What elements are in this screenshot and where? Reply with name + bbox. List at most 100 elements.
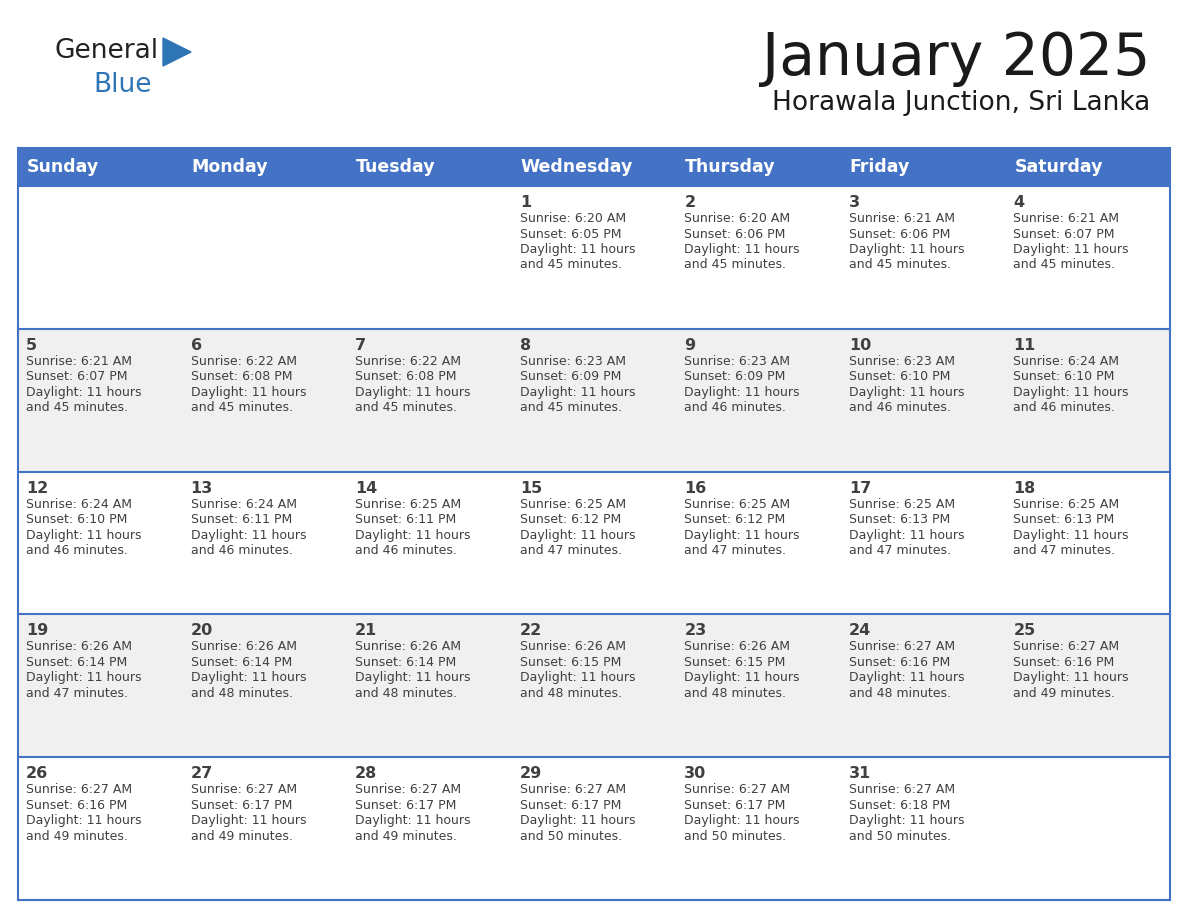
Text: Daylight: 11 hours: Daylight: 11 hours	[849, 814, 965, 827]
Text: Blue: Blue	[93, 72, 152, 98]
Text: 17: 17	[849, 481, 871, 496]
Text: Sunrise: 6:24 AM: Sunrise: 6:24 AM	[1013, 354, 1119, 368]
Text: Daylight: 11 hours: Daylight: 11 hours	[684, 814, 800, 827]
Text: Daylight: 11 hours: Daylight: 11 hours	[26, 671, 141, 685]
Text: 11: 11	[1013, 338, 1036, 353]
Text: Daylight: 11 hours: Daylight: 11 hours	[190, 386, 307, 398]
Text: Daylight: 11 hours: Daylight: 11 hours	[519, 671, 636, 685]
Text: and 46 minutes.: and 46 minutes.	[1013, 401, 1116, 414]
Text: and 46 minutes.: and 46 minutes.	[190, 544, 292, 557]
Text: 22: 22	[519, 623, 542, 638]
Text: 28: 28	[355, 767, 378, 781]
Text: Sunday: Sunday	[27, 158, 100, 176]
Text: Daylight: 11 hours: Daylight: 11 hours	[26, 529, 141, 542]
Text: 4: 4	[1013, 195, 1024, 210]
Text: and 47 minutes.: and 47 minutes.	[684, 544, 786, 557]
Text: 27: 27	[190, 767, 213, 781]
Text: Daylight: 11 hours: Daylight: 11 hours	[190, 529, 307, 542]
Text: Sunset: 6:07 PM: Sunset: 6:07 PM	[1013, 228, 1114, 241]
Text: Sunrise: 6:26 AM: Sunrise: 6:26 AM	[26, 641, 132, 654]
Text: 9: 9	[684, 338, 695, 353]
Text: and 46 minutes.: and 46 minutes.	[684, 401, 786, 414]
Text: and 45 minutes.: and 45 minutes.	[190, 401, 292, 414]
Text: Daylight: 11 hours: Daylight: 11 hours	[26, 814, 141, 827]
Text: 20: 20	[190, 623, 213, 638]
Text: Sunrise: 6:24 AM: Sunrise: 6:24 AM	[26, 498, 132, 510]
Text: Daylight: 11 hours: Daylight: 11 hours	[684, 243, 800, 256]
Text: 25: 25	[1013, 623, 1036, 638]
Text: Sunset: 6:06 PM: Sunset: 6:06 PM	[684, 228, 785, 241]
Text: 23: 23	[684, 623, 707, 638]
Text: Sunset: 6:17 PM: Sunset: 6:17 PM	[684, 799, 785, 812]
Text: Daylight: 11 hours: Daylight: 11 hours	[849, 243, 965, 256]
Text: Sunset: 6:06 PM: Sunset: 6:06 PM	[849, 228, 950, 241]
Text: and 45 minutes.: and 45 minutes.	[519, 259, 621, 272]
Text: Tuesday: Tuesday	[356, 158, 436, 176]
Text: Sunrise: 6:27 AM: Sunrise: 6:27 AM	[519, 783, 626, 796]
Text: and 50 minutes.: and 50 minutes.	[519, 830, 621, 843]
Text: and 45 minutes.: and 45 minutes.	[26, 401, 128, 414]
Text: 19: 19	[26, 623, 49, 638]
Text: 12: 12	[26, 481, 49, 496]
Text: Sunset: 6:08 PM: Sunset: 6:08 PM	[355, 370, 456, 384]
Text: and 49 minutes.: and 49 minutes.	[1013, 687, 1116, 700]
Text: and 45 minutes.: and 45 minutes.	[1013, 259, 1116, 272]
Bar	[18, 472, 1170, 614]
Text: Sunset: 6:09 PM: Sunset: 6:09 PM	[684, 370, 785, 384]
Text: 24: 24	[849, 623, 871, 638]
Text: Daylight: 11 hours: Daylight: 11 hours	[190, 814, 307, 827]
Text: Sunset: 6:14 PM: Sunset: 6:14 PM	[355, 655, 456, 669]
Text: and 48 minutes.: and 48 minutes.	[849, 687, 950, 700]
Text: Sunrise: 6:23 AM: Sunrise: 6:23 AM	[519, 354, 626, 368]
Text: 29: 29	[519, 767, 542, 781]
Text: and 48 minutes.: and 48 minutes.	[519, 687, 621, 700]
Bar	[183, 148, 347, 186]
Text: Daylight: 11 hours: Daylight: 11 hours	[519, 386, 636, 398]
Text: and 50 minutes.: and 50 minutes.	[684, 830, 786, 843]
Bar	[18, 186, 1170, 329]
Text: Sunset: 6:12 PM: Sunset: 6:12 PM	[519, 513, 621, 526]
Text: Sunrise: 6:27 AM: Sunrise: 6:27 AM	[849, 783, 955, 796]
Text: 7: 7	[355, 338, 366, 353]
Text: Daylight: 11 hours: Daylight: 11 hours	[1013, 243, 1129, 256]
Text: Sunrise: 6:20 AM: Sunrise: 6:20 AM	[519, 212, 626, 225]
Text: Sunrise: 6:27 AM: Sunrise: 6:27 AM	[26, 783, 132, 796]
Text: Sunrise: 6:27 AM: Sunrise: 6:27 AM	[190, 783, 297, 796]
Text: Friday: Friday	[849, 158, 910, 176]
Text: Daylight: 11 hours: Daylight: 11 hours	[519, 814, 636, 827]
Text: Sunrise: 6:26 AM: Sunrise: 6:26 AM	[684, 641, 790, 654]
Text: and 49 minutes.: and 49 minutes.	[190, 830, 292, 843]
Text: Saturday: Saturday	[1015, 158, 1102, 176]
Text: Sunrise: 6:26 AM: Sunrise: 6:26 AM	[355, 641, 461, 654]
Text: Sunrise: 6:27 AM: Sunrise: 6:27 AM	[1013, 641, 1119, 654]
Text: Sunset: 6:17 PM: Sunset: 6:17 PM	[355, 799, 456, 812]
Text: 18: 18	[1013, 481, 1036, 496]
Text: Sunrise: 6:27 AM: Sunrise: 6:27 AM	[684, 783, 790, 796]
Text: Sunrise: 6:21 AM: Sunrise: 6:21 AM	[1013, 212, 1119, 225]
Text: Sunrise: 6:21 AM: Sunrise: 6:21 AM	[849, 212, 955, 225]
Text: 26: 26	[26, 767, 49, 781]
Text: Sunset: 6:13 PM: Sunset: 6:13 PM	[1013, 513, 1114, 526]
Text: 15: 15	[519, 481, 542, 496]
Bar	[347, 148, 512, 186]
Text: and 47 minutes.: and 47 minutes.	[849, 544, 950, 557]
Text: and 46 minutes.: and 46 minutes.	[355, 544, 457, 557]
Text: Horawala Junction, Sri Lanka: Horawala Junction, Sri Lanka	[772, 90, 1150, 116]
Text: Daylight: 11 hours: Daylight: 11 hours	[519, 243, 636, 256]
Text: Wednesday: Wednesday	[520, 158, 633, 176]
Text: Daylight: 11 hours: Daylight: 11 hours	[684, 529, 800, 542]
Text: Daylight: 11 hours: Daylight: 11 hours	[849, 671, 965, 685]
Text: 10: 10	[849, 338, 871, 353]
Text: Daylight: 11 hours: Daylight: 11 hours	[355, 671, 470, 685]
Bar	[18, 148, 1170, 900]
Text: and 48 minutes.: and 48 minutes.	[355, 687, 457, 700]
Text: Sunrise: 6:20 AM: Sunrise: 6:20 AM	[684, 212, 790, 225]
Text: and 45 minutes.: and 45 minutes.	[849, 259, 950, 272]
Polygon shape	[163, 38, 191, 66]
Text: Sunset: 6:11 PM: Sunset: 6:11 PM	[355, 513, 456, 526]
Text: Sunset: 6:18 PM: Sunset: 6:18 PM	[849, 799, 950, 812]
Text: Sunrise: 6:27 AM: Sunrise: 6:27 AM	[849, 641, 955, 654]
Text: and 48 minutes.: and 48 minutes.	[684, 687, 786, 700]
Text: Sunset: 6:10 PM: Sunset: 6:10 PM	[1013, 370, 1114, 384]
Text: Sunset: 6:15 PM: Sunset: 6:15 PM	[519, 655, 621, 669]
